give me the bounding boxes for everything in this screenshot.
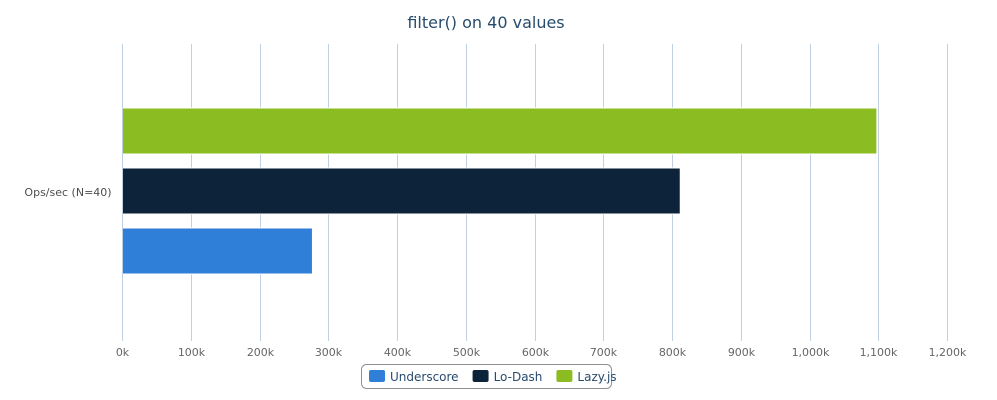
legend-swatch-lazy-js[interactable] <box>556 370 573 382</box>
x-tick-label: 900k <box>728 346 756 359</box>
legend-swatch-underscore[interactable] <box>369 370 385 382</box>
legend-label-lazy-js[interactable]: Lazy.js <box>577 370 616 384</box>
legend[interactable]: Underscore Lo-Dash Lazy.js <box>361 364 617 389</box>
x-tick-label: 700k <box>590 346 618 359</box>
category-label: Ops/sec (N=40) <box>24 186 111 199</box>
x-tick-label: 0k <box>116 346 130 359</box>
legend-label-lo-dash[interactable]: Lo-Dash <box>494 370 543 384</box>
x-axis: 0k 100k 200k 300k 400k 500k 600k 700k 800k 900k 1,… <box>116 44 967 359</box>
bars <box>121 107 878 275</box>
x-tick-label: 200k <box>247 346 275 359</box>
chart-title: filter() on 40 values <box>407 13 564 32</box>
x-tick-label: 800k <box>659 346 687 359</box>
x-tick-label: 300k <box>315 346 343 359</box>
bar-lazy-js[interactable] <box>121 107 878 155</box>
x-tick-label: 1,200k <box>929 346 967 359</box>
legend-label-underscore[interactable]: Underscore <box>390 370 459 384</box>
legend-swatch-lo-dash[interactable] <box>472 370 489 382</box>
x-tick-label: 600k <box>522 346 550 359</box>
bar-lo-dash[interactable] <box>121 167 681 215</box>
x-tick-label: 1,100k <box>860 346 898 359</box>
x-tick-label: 100k <box>178 346 206 359</box>
x-tick-label: 500k <box>453 346 481 359</box>
x-tick-label: 400k <box>384 346 412 359</box>
bar-underscore[interactable] <box>121 227 313 275</box>
x-tick-label: 1,000k <box>792 346 830 359</box>
